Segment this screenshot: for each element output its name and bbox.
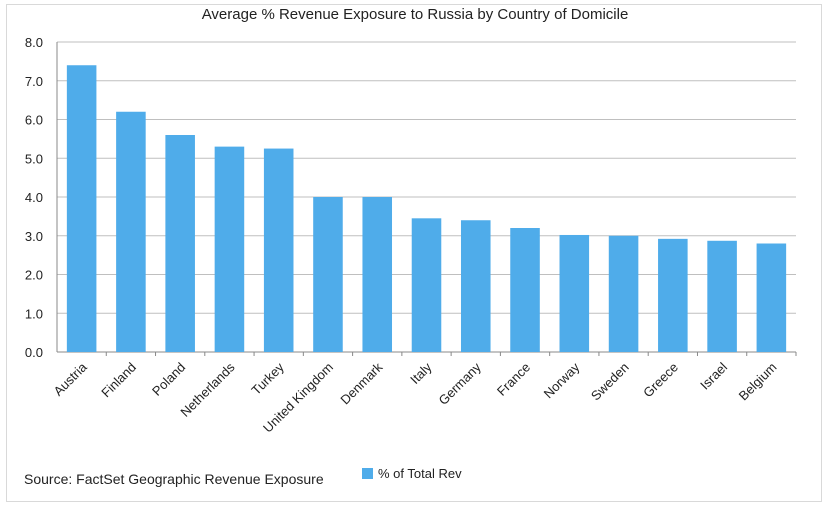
y-tick-label: 0.0 [25,345,43,360]
y-tick-label: 6.0 [25,113,43,128]
bar [756,243,787,352]
y-tick-label: 5.0 [25,151,43,166]
bar [263,148,294,352]
legend-swatch [362,468,373,479]
x-tick-label: Greece [640,360,681,401]
bar [313,197,343,352]
x-tick-label: Sweden [588,360,632,404]
bar [362,197,393,352]
y-tick-label: 4.0 [25,190,43,205]
bar [559,234,590,352]
bar [165,135,195,352]
chart-title: Average % Revenue Exposure to Russia by … [201,6,629,23]
y-tick-label: 3.0 [25,229,43,244]
chart-frame [6,4,822,502]
x-tick-label: Norway [541,359,583,401]
bar [116,111,146,352]
x-tick-label: Turkey [248,359,287,398]
x-tick-label: Belgium [736,360,780,404]
x-tick-label: Netherlands [177,359,238,420]
x-tick-label: Italy [407,359,435,387]
x-tick-label: Poland [149,360,188,399]
x-tick-label: Austria [51,359,91,399]
x-tick-label: Finland [98,360,139,401]
bar [658,238,688,352]
y-tick-label: 2.0 [25,268,43,283]
bar [66,65,97,352]
bar [707,240,737,352]
y-tick-label: 1.0 [25,306,43,321]
bar [608,235,639,352]
legend-label: % of Total Rev [378,466,462,481]
bar [214,146,245,352]
y-tick-label: 8.0 [25,35,43,50]
x-tick-label: Israel [697,359,730,392]
bar [411,218,442,352]
bar [460,220,491,352]
bar [510,228,540,352]
x-tick-label: France [494,360,533,399]
x-tick-label: Germany [435,359,484,408]
x-tick-label: Denmark [337,359,385,407]
source-note: Source: FactSet Geographic Revenue Expos… [24,471,324,487]
legend: % of Total Rev [362,466,462,481]
y-tick-label: 7.0 [25,74,43,89]
